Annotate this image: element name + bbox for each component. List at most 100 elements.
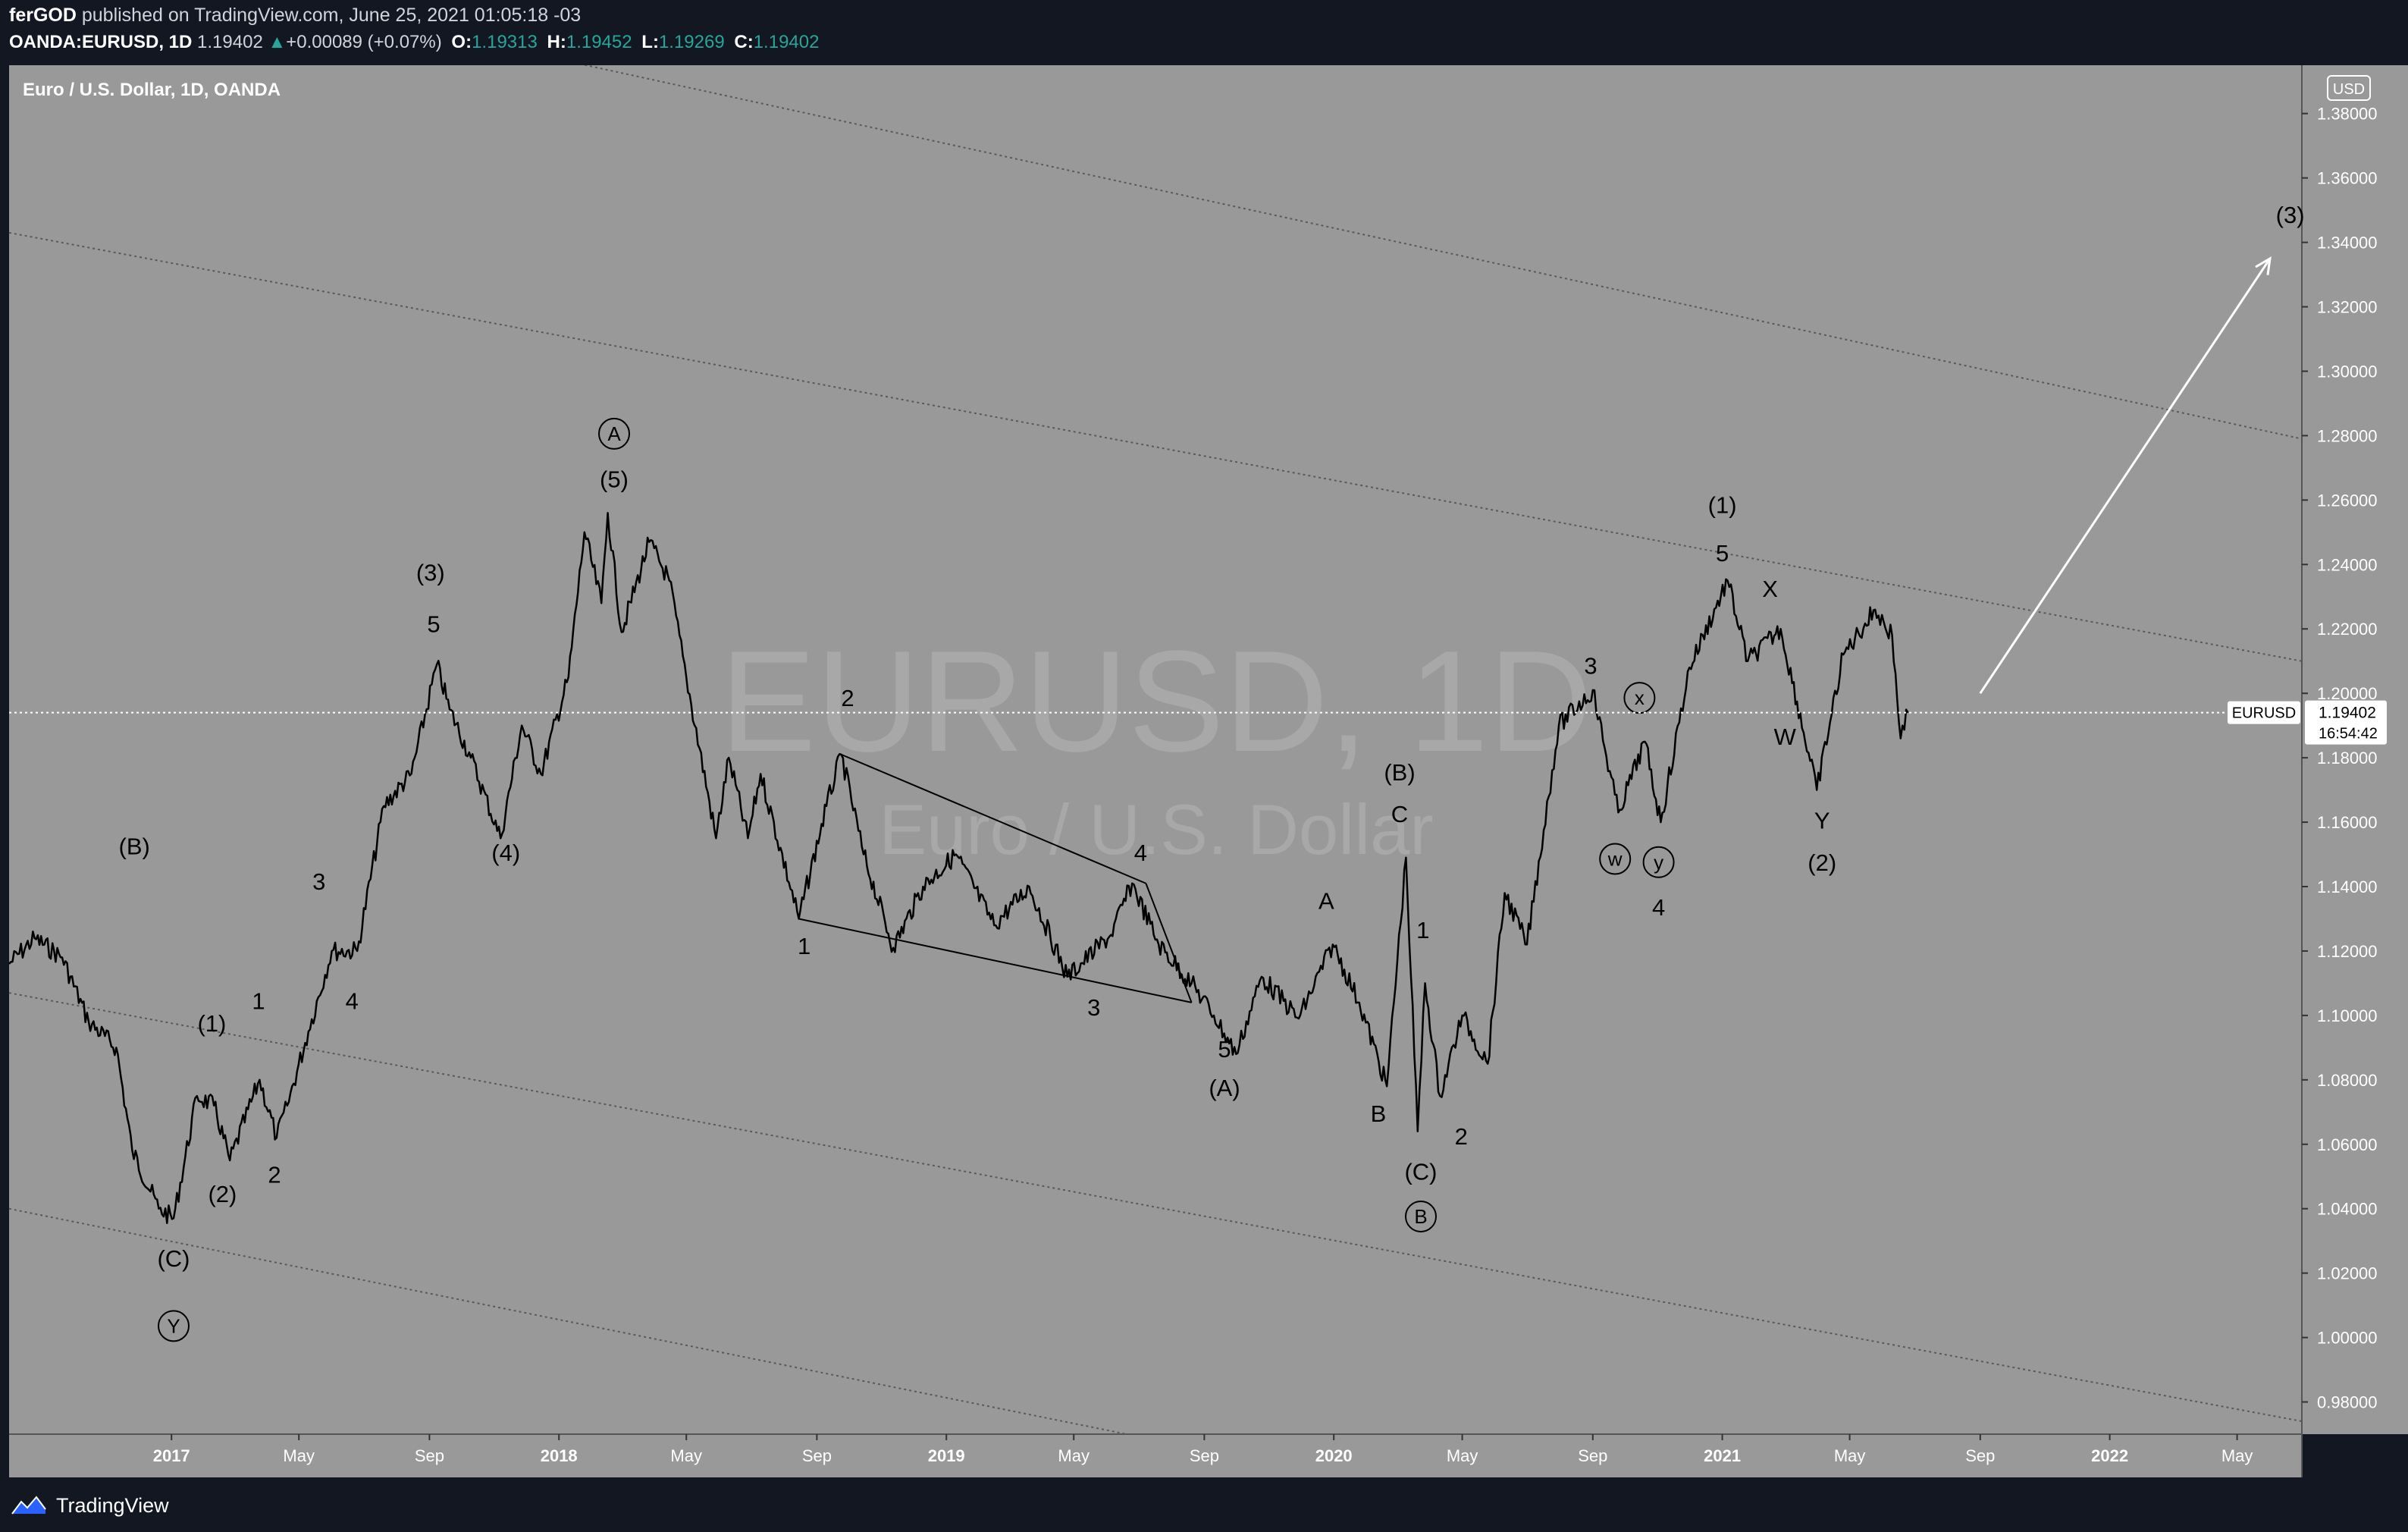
y-tick-label: 1.08000 bbox=[2317, 1071, 2378, 1090]
y-tick-label: 1.38000 bbox=[2317, 105, 2378, 124]
price-tag-value: 1.19402 bbox=[2319, 705, 2376, 722]
price-axis-ticks: 1.38000 1.36000 1.34000 1.32000 1.30000 1.280… bbox=[2302, 105, 2378, 1412]
channel-line bbox=[8, 231, 2303, 662]
y-tick-label: 1.28000 bbox=[2317, 426, 2378, 445]
x-tick-label: May bbox=[1058, 1446, 1090, 1465]
chart-container[interactable]: EURUSD, 1D Euro / U.S. Dollar (B) (1) 1 (2)… bbox=[0, 0, 2408, 1477]
publish-info: ferGOD published on TradingView.com, Jun… bbox=[9, 5, 581, 27]
y-tick-label: 1.32000 bbox=[2317, 298, 2378, 317]
channel-lines bbox=[8, 0, 2303, 1435]
currency-badge-frame bbox=[2327, 75, 2371, 101]
price-chart[interactable]: EURUSD, 1D Euro / U.S. Dollar (B) (1) 1 (2)… bbox=[0, 0, 2408, 1477]
y-tick-label: 1.02000 bbox=[2317, 1264, 2378, 1283]
wave-label: (B) bbox=[1384, 759, 1415, 786]
channel-line bbox=[8, 992, 2303, 1422]
x-tick-label: May bbox=[2221, 1446, 2253, 1465]
price-axis[interactable] bbox=[2302, 65, 2408, 1434]
footer: TradingView bbox=[0, 1477, 2408, 1532]
wave-label: 3 bbox=[312, 868, 325, 895]
wave-label-circle bbox=[598, 417, 630, 450]
wave-label: 1 bbox=[252, 987, 265, 1014]
price-tag-countdown: 16:54:42 bbox=[2319, 726, 2378, 742]
currency-badge-text: USD bbox=[2333, 81, 2365, 98]
wave-label: (4) bbox=[491, 840, 520, 866]
wave-label: 5 bbox=[1716, 540, 1729, 567]
author-name[interactable]: ferGOD bbox=[9, 5, 77, 26]
last-value: 1.19402 bbox=[197, 32, 263, 52]
high-value: 1.19452 bbox=[566, 32, 632, 52]
wave-label: (A) bbox=[1209, 1075, 1240, 1101]
wave-labels: (B) (1) 1 (2) 2 (C) Y 3 4 (3) 5 (4) A (5) 2 1 3 4 5 (A) A B (B… bbox=[119, 202, 2305, 1342]
wave-label: W bbox=[1774, 724, 1797, 750]
x-tick-label: 2020 bbox=[1315, 1446, 1353, 1465]
x-tick-label: Sep bbox=[802, 1446, 832, 1465]
y-tick-label: 1.36000 bbox=[2317, 169, 2378, 188]
wave-label: 3 bbox=[1584, 653, 1597, 680]
wave-label: 1 bbox=[798, 933, 811, 959]
wave-label: (B) bbox=[119, 833, 150, 860]
y-tick-label: 1.20000 bbox=[2317, 684, 2378, 703]
y-tick-label: 1.14000 bbox=[2317, 877, 2378, 896]
wave-label: B bbox=[1371, 1100, 1387, 1127]
x-tick-label: May bbox=[670, 1446, 702, 1465]
wave-label: 4 bbox=[1134, 840, 1147, 866]
y-tick-label: 1.06000 bbox=[2317, 1135, 2378, 1154]
x-tick-label: Sep bbox=[1578, 1446, 1607, 1465]
wave-label: (1) bbox=[1708, 491, 1737, 518]
publish-text: published on TradingView.com, June 25, 2… bbox=[76, 5, 582, 26]
y-tick-label: 1.26000 bbox=[2317, 491, 2378, 510]
chart-title: Euro / U.S. Dollar, 1D, OANDA bbox=[23, 80, 281, 100]
change-value: +0.00089 (+0.07%) bbox=[286, 32, 442, 52]
y-tick-label: 1.24000 bbox=[2317, 555, 2378, 574]
change-up-icon: ▲ bbox=[268, 32, 287, 52]
wave-label-circle bbox=[1599, 843, 1632, 875]
forecast-arrow-head bbox=[2255, 256, 2272, 275]
price-series-line[interactable] bbox=[8, 512, 1909, 1224]
wave-label-circle bbox=[158, 1310, 190, 1342]
x-tick-label: May bbox=[283, 1446, 315, 1465]
tradingview-text: TradingView bbox=[56, 1493, 169, 1517]
low-value: 1.19269 bbox=[658, 32, 725, 52]
wave-label: w bbox=[1607, 848, 1623, 871]
x-tick-label: 2018 bbox=[541, 1446, 578, 1465]
y-tick-label: 1.04000 bbox=[2317, 1200, 2378, 1219]
wave-label: 2 bbox=[1455, 1123, 1468, 1150]
plot-area[interactable] bbox=[9, 65, 2302, 1434]
ohlc-legend: OANDA:EURUSD, 1D 1.19402 ▲+0.00089 (+0.0… bbox=[9, 32, 819, 53]
wave-label: (C) bbox=[1404, 1158, 1437, 1185]
y-tick-label: 1.10000 bbox=[2317, 1006, 2378, 1025]
forecast-arrow bbox=[1979, 256, 2272, 695]
wave-label: (2) bbox=[1808, 849, 1836, 876]
wave-label: 5 bbox=[1218, 1036, 1231, 1063]
y-tick-label: 1.18000 bbox=[2317, 749, 2378, 768]
wave-label: Y bbox=[1814, 808, 1830, 834]
wave-label: (C) bbox=[157, 1245, 190, 1272]
symbol-tag-text: EURUSD bbox=[2232, 705, 2296, 722]
triangle-line bbox=[798, 918, 1192, 1003]
wave-label: x bbox=[1635, 686, 1645, 709]
wave-label: (3) bbox=[416, 560, 445, 586]
x-tick-label: May bbox=[1447, 1446, 1478, 1465]
triangle-line bbox=[1145, 883, 1193, 1003]
wave-label-circle bbox=[1642, 846, 1675, 878]
open-label: O: bbox=[451, 32, 472, 52]
y-tick-label: 1.30000 bbox=[2317, 362, 2378, 381]
x-tick-label: Sep bbox=[415, 1446, 444, 1465]
time-axis[interactable] bbox=[9, 1434, 2302, 1477]
wave-label: 4 bbox=[346, 987, 359, 1014]
triangle-pattern bbox=[798, 753, 1193, 1003]
wave-label: 3 bbox=[1087, 994, 1100, 1021]
wave-label: (2) bbox=[208, 1181, 237, 1207]
last-price-tags: EURUSD 1.19402 16:54:42 bbox=[2228, 700, 2387, 745]
watermark-sub: Euro / U.S. Dollar bbox=[879, 790, 1433, 869]
currency-badge[interactable]: USD bbox=[2327, 75, 2371, 101]
y-tick-label: 1.22000 bbox=[2317, 620, 2378, 639]
price-tag bbox=[2305, 700, 2387, 745]
tradingview-brand[interactable]: TradingView bbox=[11, 1491, 169, 1520]
wave-label: y bbox=[1654, 851, 1663, 874]
wave-label: (1) bbox=[197, 1010, 226, 1037]
wave-label: 4 bbox=[1652, 894, 1665, 921]
wave-label: C bbox=[1391, 801, 1408, 827]
symbol-label[interactable]: OANDA:EURUSD, 1D bbox=[9, 32, 193, 52]
wave-label: (3) bbox=[2276, 202, 2305, 228]
